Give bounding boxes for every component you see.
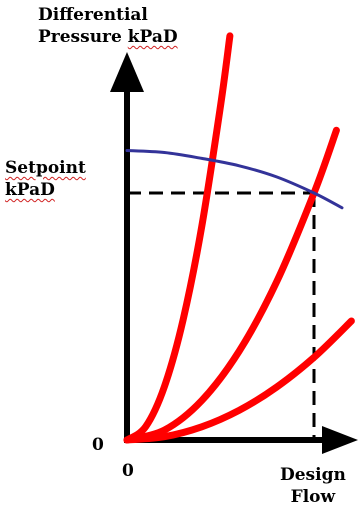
setpoint-label-line1: Setpoint [5,157,86,179]
setpoint-tick-label: Setpoint kPaD [5,157,86,201]
design-label-line2: Flow [290,487,336,507]
design-label-line1: Design [280,465,346,485]
x-axis-arrowhead [322,426,358,454]
y-axis-label-line1: Differential [38,5,148,25]
x-origin-tick-label: 0 [122,461,134,481]
y-axis-label: Differential Pressure kPaD [38,4,178,48]
y-axis-label-line2: Pressure kPaD [38,27,178,47]
y-origin-tick-label: 0 [92,435,104,455]
pump-curve-line [125,149,344,210]
spellcheck-word: Setpoint [5,158,86,178]
spellcheck-word: kPaD [127,27,178,47]
spellcheck-word: kPaD [5,180,55,200]
system-curve-1-line [123,317,355,444]
setpoint-label-line2: kPaD [5,179,86,201]
design-flow-tick-label: Design Flow [280,464,346,508]
y-axis-arrowhead [110,52,144,92]
system-curve-3-line [123,32,234,444]
